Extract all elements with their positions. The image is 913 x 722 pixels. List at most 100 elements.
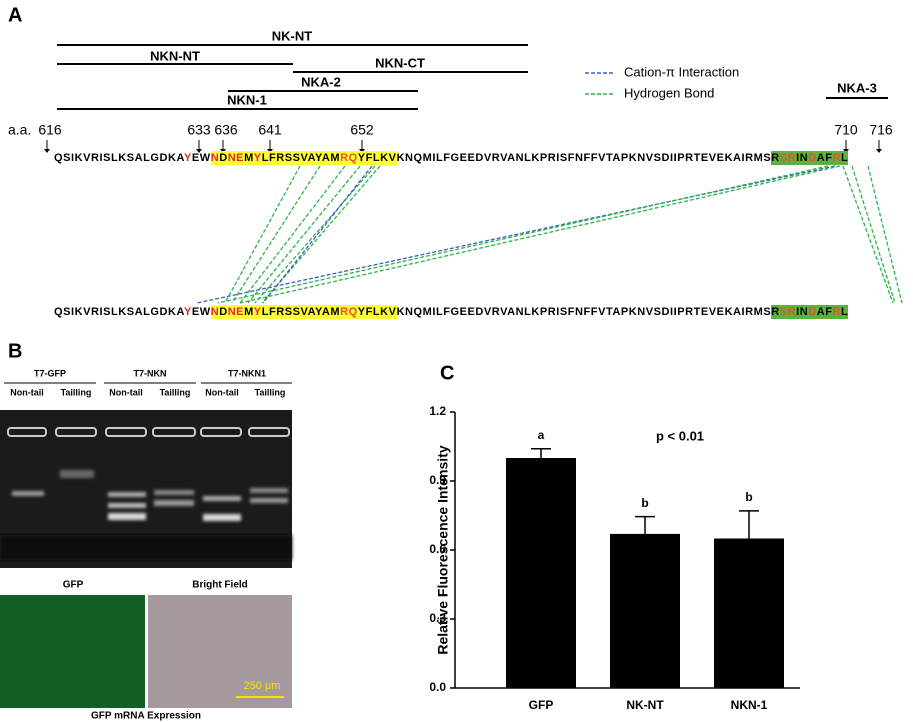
sequence-segment: NE (227, 305, 245, 319)
sequence-segment: AF (816, 151, 833, 165)
gel-bands (0, 470, 292, 560)
y-axis-label: Relative Fluorescence Intensity (435, 445, 451, 655)
position-label: 652 (350, 122, 374, 138)
sequence-segment: YFLKV (357, 305, 397, 319)
panel-b: B T7-GFP T7-NKN T7-NKN1 Non-tail Taillin… (0, 340, 292, 722)
caption: GFP mRNA Expression (91, 711, 201, 722)
gfp-image-glow (0, 595, 145, 708)
error-bar (635, 515, 655, 534)
sequence-segment: KNQMILFGEEDVRVANLKPRISFNFFVTAPKNVSDIIPRT… (396, 152, 772, 164)
sequence-segment: RQ (340, 151, 358, 165)
sequence-segment: AF (816, 305, 833, 319)
sequence-segment: QSIKVRISLKSALGDKA (54, 306, 184, 318)
sequence-segment: IN (796, 305, 809, 319)
panel-c: C Relative Fluorescence Intensity p < 0.… (429, 362, 800, 712)
bright-field-image (148, 595, 292, 708)
sequence-segment: R (771, 151, 780, 165)
sequence-segment: Y (253, 151, 262, 165)
significance-label: a (538, 428, 545, 442)
sequence-segment: SR (779, 151, 797, 165)
fragment-label: NKN-NT (150, 48, 200, 63)
panel-a: A NK-NT NKN-NT NKN-CT NKA-2 NKN-1 NKA-3 … (8, 4, 903, 304)
image-title: Bright Field (192, 580, 248, 591)
sequence-segment: IN (796, 151, 809, 165)
sequence-segment: KNQMILFGEEDVRVANLKPRISFNFFVTAPKNVSDIIPRT… (396, 306, 772, 318)
x-tick-label: GFP (529, 698, 554, 712)
sequence-segment: LFRSSVAYAM (261, 305, 341, 319)
fragment-label: NKN-CT (375, 55, 425, 70)
sequence-row: QSIKVRISLKSALGDKAYEWNDNEMYLFRSSVAYAMRQYF… (54, 305, 913, 320)
sequence-segment: D (808, 151, 817, 165)
position-label: 616 (38, 122, 62, 138)
y-tick-label: 0.6 (429, 542, 446, 556)
legend-label: Cation-π Interaction (624, 64, 739, 79)
lane-label: Non-tail (205, 387, 239, 397)
lane-label: Non-tail (109, 387, 143, 397)
position-label: 710 (834, 122, 858, 138)
sequence-segment: Y (253, 305, 262, 319)
sequence-segment: QSIKVRISLKSALGDKA (54, 152, 184, 164)
error-bar (739, 510, 759, 539)
sequence-segment: EW (191, 152, 211, 164)
position-arrows (46, 140, 880, 150)
sequence-segment: M (244, 305, 254, 319)
y-tick-label: 0.0 (429, 680, 446, 694)
interactions (196, 165, 903, 304)
group-label: T7-GFP (34, 368, 66, 378)
x-tick-label: NK-NT (626, 698, 664, 712)
group-label: T7-NKN1 (228, 368, 266, 378)
y-tick-label: 0.9 (429, 473, 446, 487)
gfp-image (0, 595, 145, 708)
sequence-segment: N (210, 151, 220, 165)
sequence-segment: R (832, 305, 842, 319)
sequence-segment: R (771, 305, 780, 319)
bar (610, 533, 680, 688)
lane-label: Non-tail (10, 387, 44, 397)
position-label: 641 (258, 122, 282, 138)
fragment-label: NKA-3 (837, 80, 877, 95)
bar (506, 458, 576, 688)
significance-label: b (745, 490, 752, 504)
fragment-label: NKN-1 (227, 92, 267, 107)
gel-wells (7, 427, 290, 437)
sequence-segment: YFLKV (357, 151, 397, 165)
sequence-segment: D (808, 305, 817, 319)
image-title: GFP (63, 580, 84, 591)
sequence-segment: L (841, 151, 849, 165)
position-prefix: a.a. (8, 122, 31, 138)
sequence-segment: N (210, 305, 220, 319)
sequence-row: QSIKVRISLKSALGDKAYEWNDNEMYLFRSSVAYAMRQYF… (54, 151, 913, 166)
fragment-label: NK-NT (272, 28, 312, 43)
panel-label: B (8, 340, 22, 362)
sequence-segment: LFRSSVAYAM (261, 151, 341, 165)
y-tick-label: 0.3 (429, 611, 446, 625)
sequence-segment: RQ (340, 305, 358, 319)
scale-bar-label: 250 μm (244, 680, 281, 692)
lane-label: Tailling (255, 387, 286, 397)
position-label: 633 (187, 122, 211, 138)
sequence-segment: D (219, 151, 228, 165)
sequence-segment: Y (183, 306, 192, 318)
significance-label: b (641, 496, 648, 510)
sequence-segment: L (841, 305, 849, 319)
fragment-label: NKA-2 (301, 74, 341, 89)
legend-label: Hydrogen Bond (624, 85, 714, 100)
lane-label: Tailling (61, 387, 92, 397)
position-label: 636 (214, 122, 238, 138)
sequence-segment: M (244, 151, 254, 165)
x-tick-label: NKN-1 (731, 698, 768, 712)
sequence-segment: D (219, 305, 228, 319)
bar (714, 538, 784, 688)
position-label: 716 (869, 122, 893, 138)
lane-label: Tailling (160, 387, 191, 397)
panel-label: C (440, 362, 454, 384)
panel-label: A (8, 4, 22, 26)
sequence-segment: EW (191, 306, 211, 318)
sequence-segment: SR (779, 305, 797, 319)
group-label: T7-NKN (134, 368, 167, 378)
error-bar (531, 448, 551, 458)
y-tick-label: 1.2 (429, 404, 446, 418)
sequence-segment: Y (183, 152, 192, 164)
